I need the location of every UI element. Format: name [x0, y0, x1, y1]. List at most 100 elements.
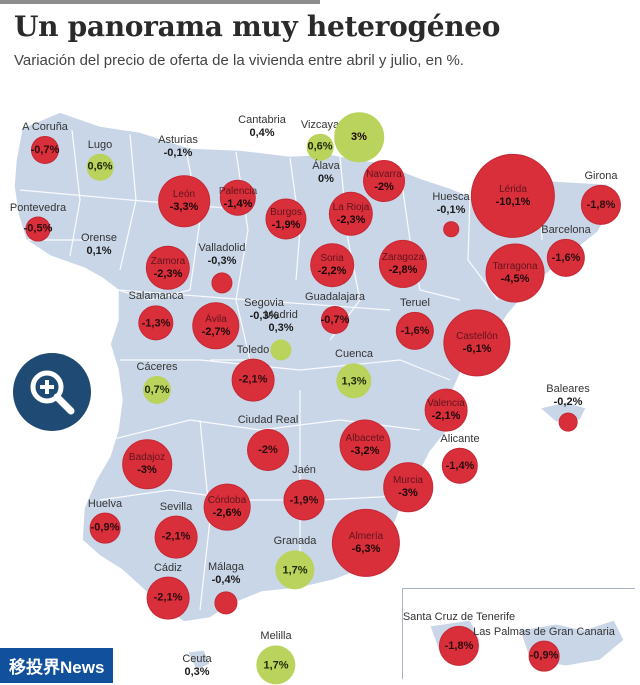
marker-avila	[192, 302, 240, 350]
province-name: Melilla	[260, 630, 292, 643]
label-baleares: Baleares -0,2%	[546, 383, 589, 409]
province-value: -0,7%	[30, 143, 60, 156]
marker-a-coruna: -0,7%	[30, 135, 60, 165]
label-santa-cruz-de-tenerife: Santa Cruz de Tenerife	[403, 611, 515, 624]
marker-sevilla: -2,1%	[154, 515, 198, 559]
province-name: Alicante	[440, 432, 480, 445]
province-value: -0,1%	[436, 204, 466, 217]
label-pontevedra: Pontevedra	[10, 202, 66, 215]
province-name: Teruel	[400, 296, 430, 309]
marker-girona: -1,8%	[580, 184, 622, 226]
province-name: Guadalajara	[305, 290, 365, 303]
label-teruel: Teruel	[400, 297, 430, 310]
province-value: 0,4%	[249, 127, 275, 139]
marker-salamanca: -1,3%	[138, 305, 174, 341]
province-name: A Coruña	[22, 120, 68, 133]
province-value: 0,6%	[87, 160, 113, 173]
province-value: 0%	[318, 173, 334, 185]
label-salamanca: Salamanca	[128, 290, 183, 303]
marker-teruel: -1,6%	[395, 311, 435, 351]
top-rule	[0, 0, 320, 4]
province-name: Jaén	[292, 464, 316, 477]
province-value: -0,1%	[163, 147, 193, 159]
marker-murcia	[383, 462, 433, 512]
province-name: Cáceres	[136, 360, 178, 373]
marker-tarragona	[485, 243, 545, 303]
province-value: -1,4%	[445, 459, 475, 472]
province-value: -0,2%	[553, 395, 583, 408]
marker-guipuzcoa	[334, 112, 384, 162]
province-name: Santa Cruz de Tenerife	[402, 610, 516, 623]
marker-lerida	[470, 153, 556, 239]
marker-cordoba	[203, 483, 251, 531]
marker-palencia	[219, 179, 257, 217]
province-value: -0,3%	[249, 310, 279, 322]
marker-navarra	[363, 160, 405, 202]
province-value: -1,3%	[141, 316, 171, 329]
province-value: -0,9%	[90, 521, 120, 534]
province-value: -2,1%	[153, 591, 183, 604]
ceuta-shape	[187, 649, 211, 671]
province-name: Cantabria	[238, 114, 286, 126]
marker-madrid	[270, 339, 292, 361]
watermark: 移投界News	[0, 648, 114, 683]
label-guadalajara: Guadalajara	[305, 291, 365, 304]
label-malaga: Málaga -0,4%	[208, 561, 244, 587]
marker-badajoz	[122, 439, 172, 489]
marker-toledo: -2,1%	[231, 358, 275, 402]
label-ceuta: Ceuta 0,3%	[182, 653, 211, 679]
label-cantabria: Cantabria 0,4%	[238, 114, 286, 140]
marker-zamora	[145, 245, 191, 291]
marker-soria	[310, 243, 354, 287]
marker-castellon	[443, 309, 511, 377]
label-sevilla: Sevilla	[160, 501, 192, 514]
label-las-palmas-de-gran-canaria: Las Palmas de Gran Canaria	[473, 626, 615, 639]
province-name: Madrid	[264, 309, 298, 322]
marker-valencia	[424, 388, 468, 432]
marker-albacete	[339, 419, 391, 471]
province-name: Álava	[312, 160, 340, 172]
province-value: -1,8%	[586, 199, 616, 211]
province-name: Valladolid	[198, 242, 246, 255]
label-alava: Álava 0%	[312, 160, 340, 186]
marker-cadiz: -2,1%	[146, 576, 190, 620]
label-toledo: Toledo	[237, 344, 269, 357]
marker-almeria	[331, 508, 401, 578]
province-name: Granada	[273, 535, 317, 548]
marker-melilla: 1,7%	[256, 645, 296, 685]
label-asturias: Asturias -0,1%	[158, 134, 198, 160]
province-name: Las Palmas de Gran Canaria	[473, 625, 615, 638]
label-caceres: Cáceres	[137, 361, 178, 374]
province-name: Salamanca	[128, 290, 184, 303]
label-segovia: Segovia -0,3%	[244, 297, 284, 323]
zoom-button[interactable]	[13, 353, 91, 431]
province-value: -1,6%	[400, 325, 430, 337]
marker-valladolid	[211, 272, 233, 294]
marker-leon	[158, 175, 210, 227]
marker-ciudad-real: -2%	[247, 429, 289, 471]
marker-malaga	[214, 591, 238, 615]
province-value: -1,6%	[551, 252, 581, 264]
label-lugo: Lugo	[88, 139, 112, 152]
label-vizcaya: Vizcaya	[301, 119, 339, 132]
marker-cuenca: 1,3%	[336, 363, 372, 399]
marker-huelva: -0,9%	[89, 512, 121, 544]
province-value: 0,6%	[307, 140, 333, 153]
label-alicante: Alicante	[440, 433, 479, 446]
province-name: Lugo	[87, 138, 113, 151]
label-orense: Orense 0,1%	[81, 232, 117, 258]
province-value: -0,3%	[207, 255, 237, 268]
magnifier-plus-icon	[30, 370, 75, 415]
marker-alicante: -1,4%	[441, 447, 479, 485]
label-ciudad-real: Ciudad Real	[238, 414, 299, 427]
marker-barcelona: -1,6%	[546, 238, 586, 278]
province-value: 1,7%	[282, 564, 308, 576]
province-value: -0,9%	[529, 649, 559, 662]
label-a-coruna: A Coruña	[22, 121, 68, 134]
marker-zaragoza	[378, 239, 428, 289]
province-name: Huesca	[432, 191, 470, 204]
province-name: Girona	[584, 169, 618, 182]
province-name: Toledo	[236, 343, 270, 356]
canarias-inset-frame	[402, 588, 635, 679]
